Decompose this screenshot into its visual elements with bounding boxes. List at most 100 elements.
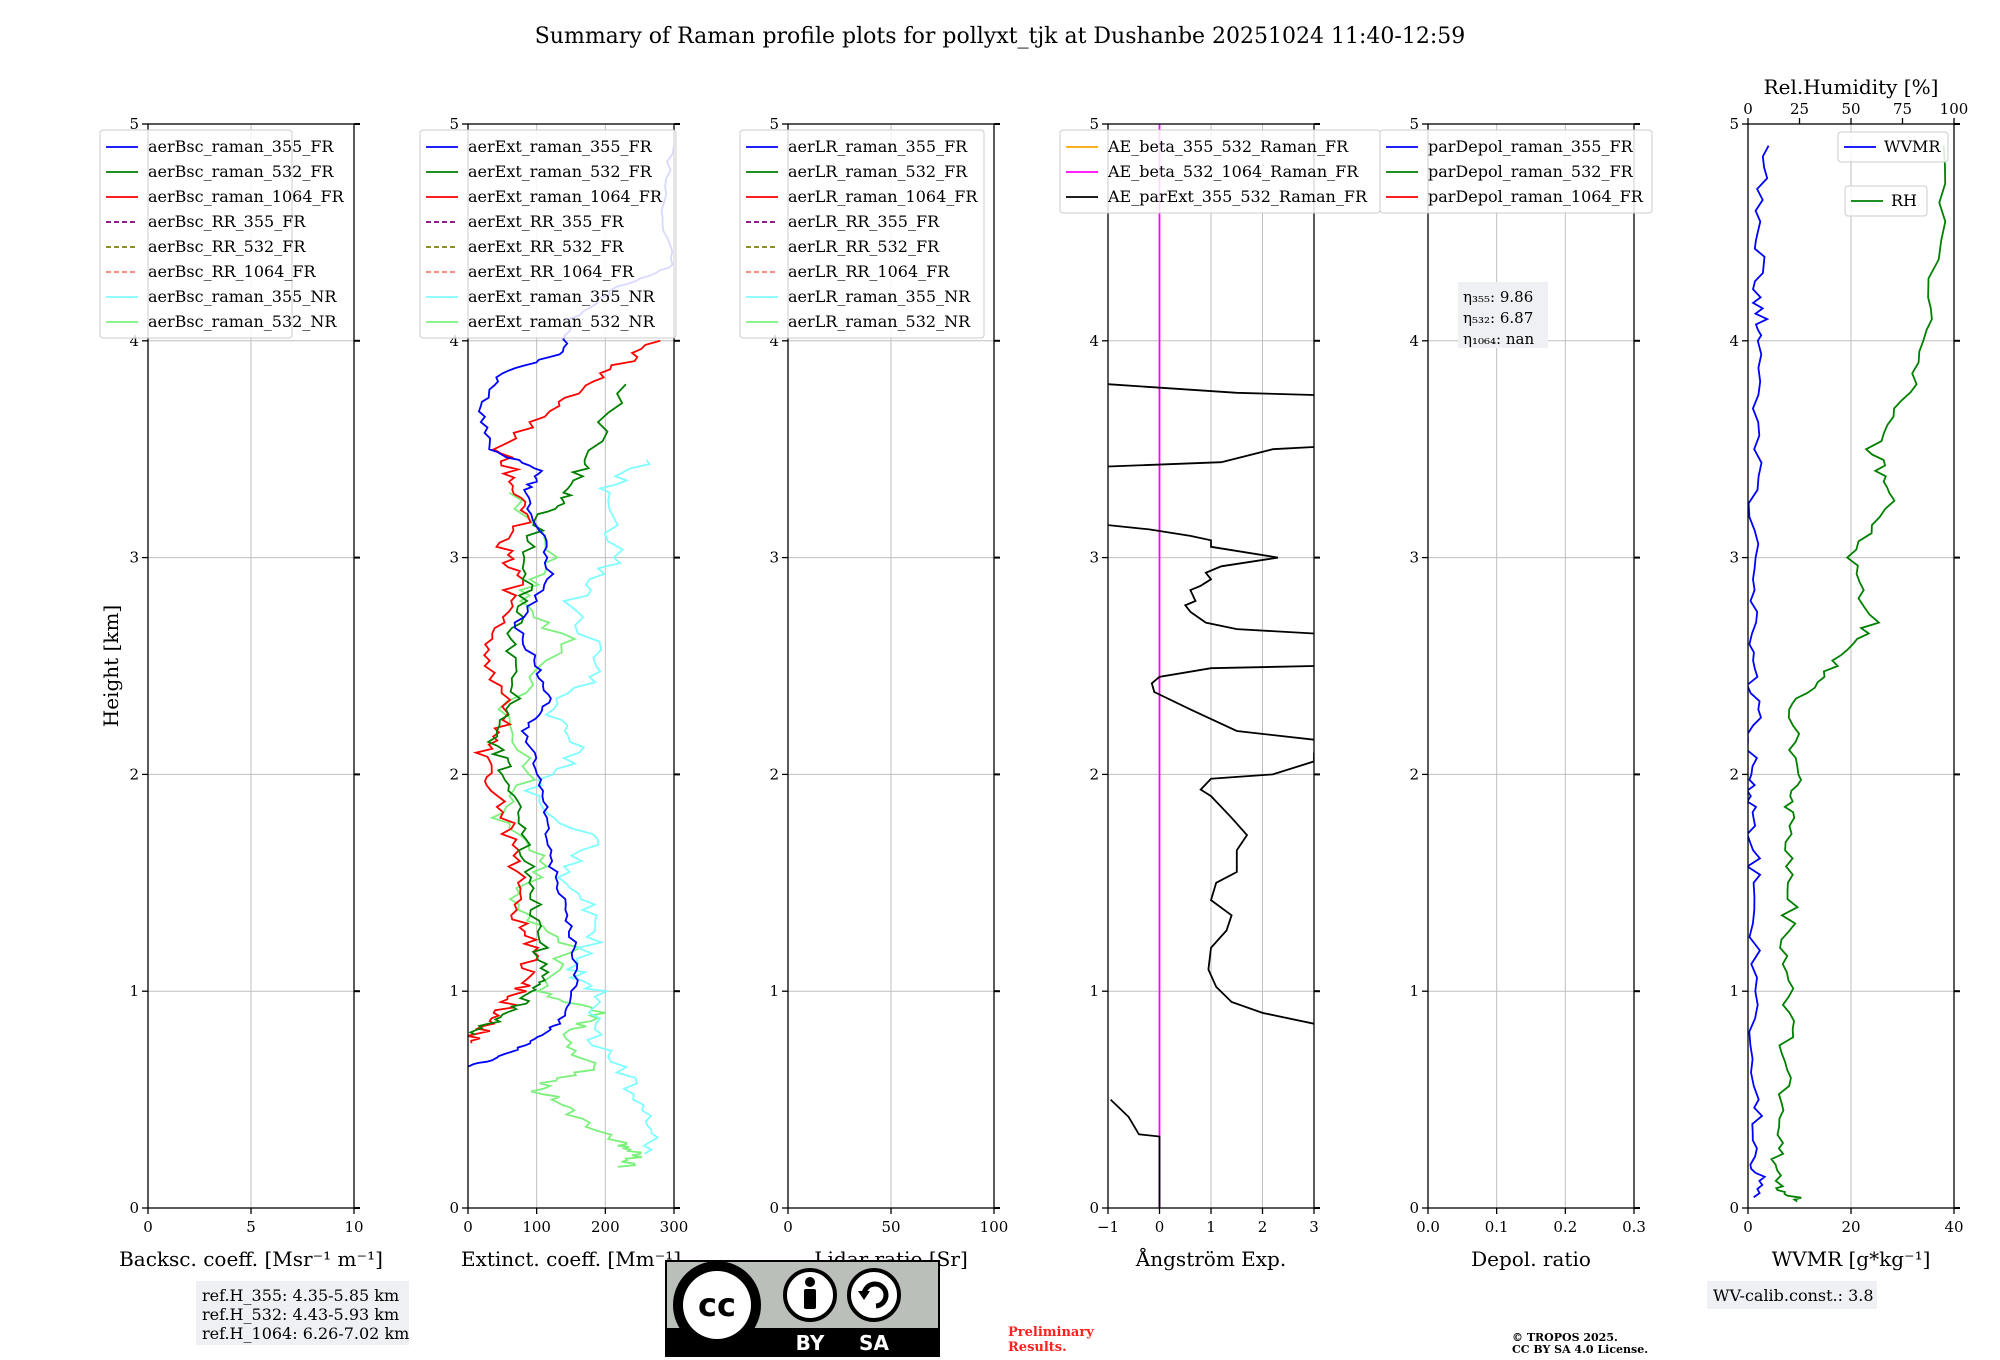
- axes-frame-ext: [467, 123, 675, 1209]
- xtick-label-ext-0: 0: [463, 1218, 473, 1236]
- series-line-ae-AE_parExt_355_532_Raman_FR: [1199, 752, 1314, 1025]
- legend-label-ext-1: aerExt_raman_532_FR: [468, 162, 653, 181]
- refh-line-355: ref.H_355: 4.35-5.85 km: [202, 1286, 399, 1305]
- eta-annotation-line-1: η₅₃₂: 6.87: [1463, 309, 1533, 327]
- legend-box-depol: [1379, 129, 1653, 214]
- panel-bsc: 0 1 2 3 4 5 0 5 10 Backsc. coeff. [Msr⁻¹ m⁻¹] aerB…: [99, 115, 383, 1271]
- refh-line-1064: ref.H_1064: 6.26-7.02 km: [202, 1324, 409, 1343]
- ytick-label-ae-2: 2: [1089, 765, 1099, 783]
- legend-box-bsc: [99, 129, 293, 339]
- legend-depol: parDepol_raman_355_FR parDepol_raman_532_…: [1379, 129, 1653, 214]
- xtick-label-depol-0: 0.0: [1416, 1218, 1440, 1236]
- eta-annotation-line-0: η₃₅₅: 9.86: [1463, 288, 1533, 306]
- refh-line-532: ref.H_532: 4.43-5.93 km: [202, 1305, 399, 1324]
- ytick-label-lr-5: 5: [769, 115, 779, 133]
- ytick-label-wv-0: 0: [1729, 1199, 1739, 1217]
- xlabel-wv: WVMR [g*kg⁻¹]: [1772, 1247, 1931, 1271]
- ytick-label-bsc-5: 5: [129, 115, 139, 133]
- xtick-label-ext-1: 100: [522, 1218, 551, 1236]
- copyright-line-2: CC BY SA 4.0 License.: [1512, 1343, 1648, 1356]
- xtick-label-wv-0: 0: [1743, 1218, 1753, 1236]
- wv-calib-bg: [1707, 1281, 1877, 1309]
- legend-ae: AE_beta_355_532_Raman_FR AE_beta_532_1064…: [1059, 129, 1381, 214]
- xtick-label-bsc-2: 10: [344, 1218, 363, 1236]
- ytick-label-ext-4: 4: [449, 332, 459, 350]
- top-xlabel-wv: Rel.Humidity [%]: [1764, 75, 1939, 99]
- xtick-label-ae-0: −1: [1097, 1218, 1119, 1236]
- ytick-label-lr-4: 4: [769, 332, 779, 350]
- legend-ext: aerExt_raman_355_FR aerExt_raman_532_FRae…: [419, 129, 677, 339]
- ytick-label-ext-5: 5: [449, 115, 459, 133]
- cc-logo-text: cc: [698, 1286, 736, 1324]
- cc-logo-icon: [683, 1271, 751, 1339]
- xlabel-ext: Extinct. coeff. [Mm⁻¹]: [461, 1247, 681, 1271]
- by-person-body: [804, 1289, 816, 1309]
- ytick-label-ae-0: 0: [1089, 1199, 1099, 1217]
- xtick-label-bsc-1: 5: [246, 1218, 256, 1236]
- top-xtick-label-wv-0: 0: [1743, 100, 1753, 118]
- series-line-ae-AE_parExt_355_532_Raman_FR: [1109, 1098, 1161, 1208]
- legend-label-ext-6: aerExt_raman_355_NR: [468, 287, 656, 306]
- xtick-label-wv-2: 40: [1944, 1218, 1963, 1236]
- ytick-label-ext-3: 3: [449, 549, 459, 567]
- panel-ext: 0 1 2 3 4 5 0 100 200 300 Extinct. coeff. [Mm⁻¹] ae…: [419, 115, 689, 1271]
- wv-calib-annotation: WV-calib.const.: 3.8: [1707, 1281, 1877, 1309]
- sa-share-arc: [861, 1281, 889, 1309]
- legend-label-ext-4: aerExt_RR_532_FR: [468, 237, 625, 256]
- legend-label-ae-0: AE_beta_355_532_Raman_FR: [1107, 137, 1349, 156]
- ytick-label-wv-1: 1: [1729, 982, 1739, 1000]
- legend-box-ext: [419, 129, 677, 339]
- refh-box: ref.H_355: 4.35-5.85 km ref.H_532: 4.43-…: [196, 1281, 409, 1345]
- legend-label-bsc-4: aerBsc_RR_532_FR: [148, 237, 306, 256]
- ytick-label-bsc-1: 1: [129, 982, 139, 1000]
- xtick-label-ext-3: 300: [660, 1218, 689, 1236]
- legend-box-wv-1: [1844, 185, 1928, 217]
- legend-lr: aerLR_raman_355_FR aerLR_raman_532_FR aerL…: [739, 129, 985, 339]
- series-line-ext-aerExt_raman_532_FR: [468, 383, 627, 1036]
- by-person-head: [805, 1277, 815, 1287]
- ytick-label-ae-5: 5: [1089, 115, 1099, 133]
- xtick-label-ext-2: 200: [591, 1218, 620, 1236]
- series-line-ae-AE_parExt_355_532_Raman_FR: [1108, 524, 1314, 635]
- series-line-wv-RH: [1769, 145, 1947, 1203]
- xtick-label-ae-3: 2: [1258, 1218, 1268, 1236]
- legend-label-lr-6: aerLR_raman_355_NR: [788, 287, 971, 306]
- legend-label-lr-1: aerLR_raman_532_FR: [788, 162, 968, 181]
- ytick-label-wv-2: 2: [1729, 765, 1739, 783]
- xtick-label-ae-1: 0: [1155, 1218, 1165, 1236]
- preliminary-line-1: Preliminary: [1008, 1325, 1094, 1340]
- series-line-ae-AE_parExt_355_532_Raman_FR: [1108, 383, 1314, 396]
- ytick-label-depol-4: 4: [1409, 332, 1419, 350]
- sa-share-arrow: [858, 1291, 870, 1300]
- legend-label-ext-2: aerExt_raman_1064_FR: [468, 187, 663, 206]
- legend-label-depol-1: parDepol_raman_532_FR: [1428, 162, 1634, 181]
- series-line-ae-AE_parExt_355_532_Raman_FR: [1108, 446, 1314, 468]
- legend-label-ext-5: aerExt_RR_1064_FR: [468, 262, 635, 281]
- series-line-ext-aerExt_raman_355_NR: [522, 459, 660, 1155]
- ytick-label-lr-1: 1: [769, 982, 779, 1000]
- ytick-label-depol-5: 5: [1409, 115, 1419, 133]
- legend-label-ext-3: aerExt_RR_355_FR: [468, 212, 625, 231]
- legend-label-wv-0: WVMR: [1884, 137, 1941, 156]
- legend-label-bsc-1: aerBsc_raman_532_FR: [148, 162, 334, 181]
- series-line-ae-AE_parExt_355_532_Raman_FR: [1150, 665, 1314, 741]
- top-xtick-label-wv-1: 25: [1790, 100, 1809, 118]
- xlabel-depol: Depol. ratio: [1471, 1247, 1591, 1271]
- xtick-label-lr-2: 100: [980, 1218, 1009, 1236]
- ytick-label-bsc-4: 4: [129, 332, 139, 350]
- legend-label-wv-1: RH: [1891, 191, 1917, 210]
- cc-license-badge: cc BY SA: [665, 1260, 940, 1357]
- ytick-label-ext-0: 0: [449, 1199, 459, 1217]
- ytick-label-bsc-3: 3: [129, 549, 139, 567]
- figure-title: Summary of Raman profile plots for polly…: [535, 24, 1466, 49]
- top-xtick-label-wv-4: 100: [1940, 100, 1969, 118]
- legend-label-lr-4: aerLR_RR_532_FR: [788, 237, 940, 256]
- xtick-label-bsc-0: 0: [143, 1218, 153, 1236]
- xlabel-bsc: Backsc. coeff. [Msr⁻¹ m⁻¹]: [119, 1247, 383, 1271]
- ytick-label-wv-3: 3: [1729, 549, 1739, 567]
- panel-depol: 0 1 2 3 4 5 0.0 0.1 0.2 0.3 Depol. ratio parDepol_r…: [1379, 115, 1653, 1271]
